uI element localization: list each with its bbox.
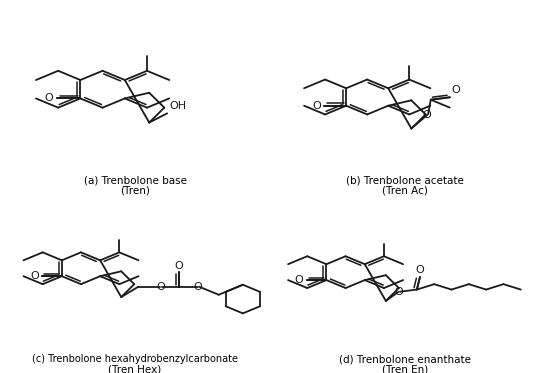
Text: O: O <box>416 266 424 276</box>
Text: O: O <box>394 287 403 297</box>
Text: O: O <box>451 85 460 95</box>
Text: (Tren Ac): (Tren Ac) <box>382 185 428 195</box>
Text: O: O <box>312 101 321 111</box>
Text: O: O <box>44 93 53 103</box>
Text: O: O <box>423 110 431 120</box>
Text: (c) Trenbolone hexahydrobenzylcarbonate: (c) Trenbolone hexahydrobenzylcarbonate <box>32 354 238 364</box>
Text: O: O <box>294 275 303 285</box>
Text: (a) Trenbolone base: (a) Trenbolone base <box>84 175 186 185</box>
Text: (b) Trenbolone acetate: (b) Trenbolone acetate <box>346 175 464 185</box>
Text: O: O <box>30 271 39 281</box>
Text: O: O <box>194 282 202 292</box>
Text: OH: OH <box>170 101 187 112</box>
Text: (Tren Hex): (Tren Hex) <box>109 364 161 373</box>
Text: (Tren): (Tren) <box>120 185 150 195</box>
Text: O: O <box>175 261 184 271</box>
Text: (Tren En): (Tren En) <box>382 364 428 373</box>
Text: (d) Trenbolone enanthate: (d) Trenbolone enanthate <box>339 354 471 364</box>
Text: O: O <box>156 282 165 292</box>
